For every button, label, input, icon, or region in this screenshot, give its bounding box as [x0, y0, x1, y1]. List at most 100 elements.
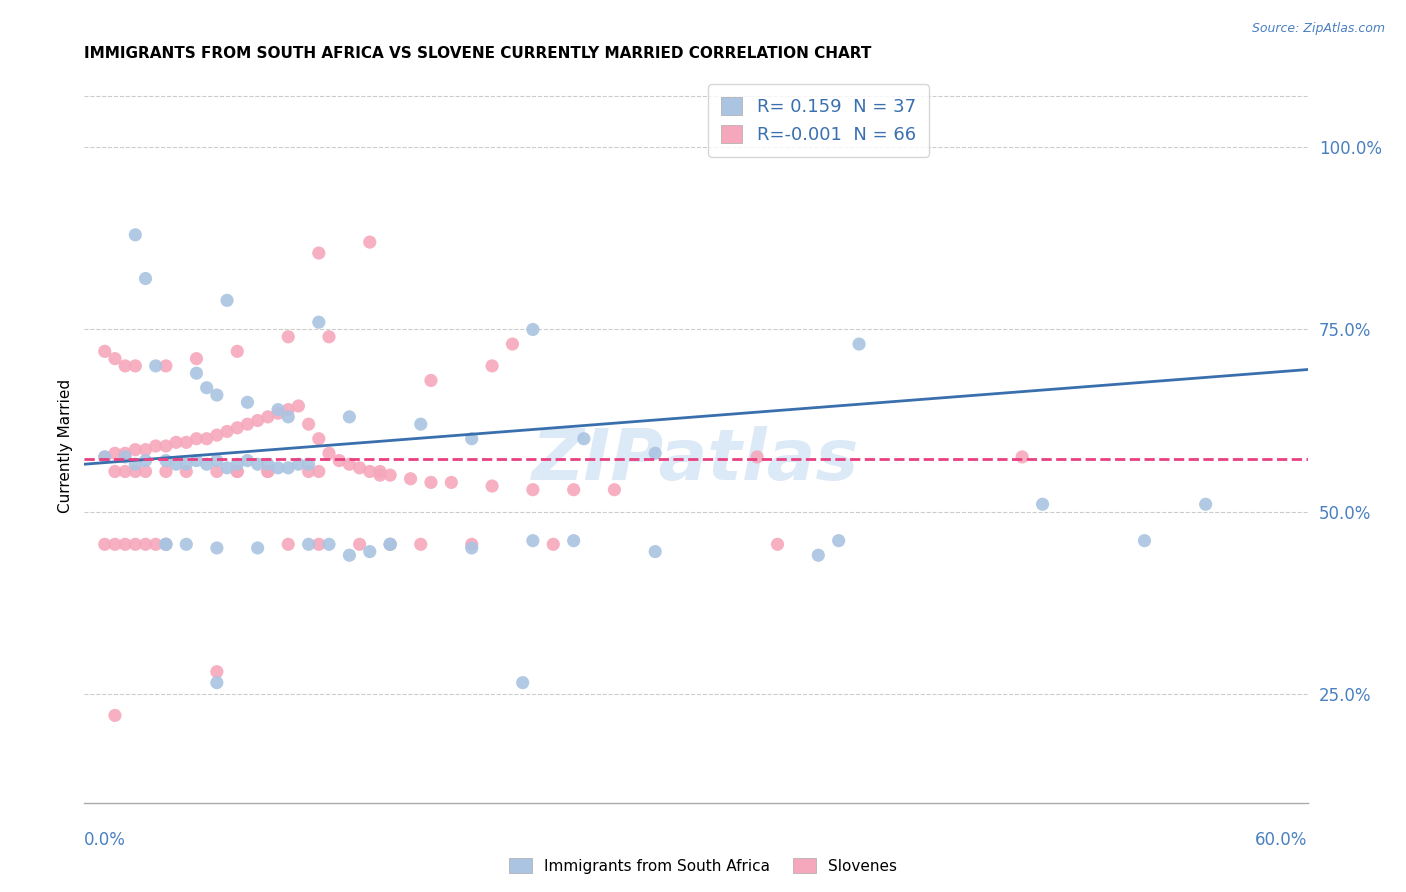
Point	[124, 442, 146, 457]
Point	[114, 465, 136, 479]
Point	[359, 465, 381, 479]
Point	[420, 374, 443, 388]
Point	[522, 533, 544, 548]
Point	[277, 330, 299, 344]
Point	[236, 395, 259, 409]
Point	[205, 428, 228, 442]
Point	[124, 537, 146, 551]
Point	[766, 537, 789, 551]
Point	[174, 435, 197, 450]
Point	[135, 453, 157, 467]
Point	[318, 330, 340, 344]
Point	[1011, 450, 1033, 464]
Point	[277, 460, 299, 475]
Point	[287, 457, 309, 471]
Point	[257, 409, 280, 424]
Point	[828, 533, 851, 548]
Point	[339, 548, 361, 562]
Point	[205, 465, 228, 479]
Point	[368, 468, 391, 483]
Point	[246, 541, 269, 555]
Point	[339, 457, 361, 471]
Point	[359, 235, 381, 249]
Point	[644, 544, 666, 558]
Point	[217, 293, 239, 308]
Point	[1032, 497, 1054, 511]
Point	[1133, 533, 1156, 548]
Point	[461, 541, 484, 555]
Point	[380, 537, 402, 551]
Point	[236, 417, 259, 432]
Point	[145, 537, 167, 551]
Point	[848, 337, 870, 351]
Point	[572, 432, 595, 446]
Legend: R= 0.159  N = 37, R=-0.001  N = 66: R= 0.159 N = 37, R=-0.001 N = 66	[709, 84, 928, 157]
Point	[543, 537, 565, 551]
Text: 0.0%: 0.0%	[84, 831, 127, 849]
Point	[217, 425, 239, 439]
Point	[308, 465, 330, 479]
Point	[603, 483, 626, 497]
Point	[359, 544, 381, 558]
Point	[522, 322, 544, 336]
Legend: Immigrants from South Africa, Slovenes: Immigrants from South Africa, Slovenes	[503, 852, 903, 880]
Point	[93, 537, 115, 551]
Point	[481, 479, 503, 493]
Point	[155, 537, 177, 551]
Point	[114, 537, 136, 551]
Point	[205, 541, 228, 555]
Point	[277, 409, 299, 424]
Point	[124, 227, 146, 242]
Point	[174, 465, 197, 479]
Point	[522, 483, 544, 497]
Point	[155, 537, 177, 551]
Point	[246, 413, 269, 427]
Point	[195, 432, 218, 446]
Point	[124, 457, 146, 471]
Point	[308, 432, 330, 446]
Point	[186, 351, 208, 366]
Point	[165, 435, 187, 450]
Point	[318, 446, 340, 460]
Point	[145, 359, 167, 373]
Point	[174, 537, 197, 551]
Point	[308, 537, 330, 551]
Point	[165, 457, 187, 471]
Point	[380, 537, 402, 551]
Point	[155, 359, 177, 373]
Point	[104, 351, 127, 366]
Point	[298, 457, 321, 471]
Point	[298, 417, 321, 432]
Point	[328, 453, 350, 467]
Point	[104, 465, 127, 479]
Point	[502, 337, 524, 351]
Point	[277, 537, 299, 551]
Point	[257, 465, 280, 479]
Point	[155, 465, 177, 479]
Point	[104, 537, 127, 551]
Point	[195, 381, 218, 395]
Point	[747, 450, 769, 464]
Point	[267, 460, 290, 475]
Point	[298, 465, 321, 479]
Point	[155, 453, 177, 467]
Point	[308, 315, 330, 329]
Point	[174, 457, 197, 471]
Point	[226, 465, 249, 479]
Point	[226, 344, 249, 359]
Point	[135, 465, 157, 479]
Point	[298, 537, 321, 551]
Y-axis label: Currently Married: Currently Married	[58, 379, 73, 513]
Point	[339, 409, 361, 424]
Point	[380, 468, 402, 483]
Point	[246, 457, 269, 471]
Point	[277, 402, 299, 417]
Point	[644, 446, 666, 460]
Point	[349, 537, 371, 551]
Point	[368, 465, 391, 479]
Point	[226, 465, 249, 479]
Point	[349, 460, 371, 475]
Point	[287, 399, 309, 413]
Point	[205, 388, 228, 402]
Point	[562, 483, 585, 497]
